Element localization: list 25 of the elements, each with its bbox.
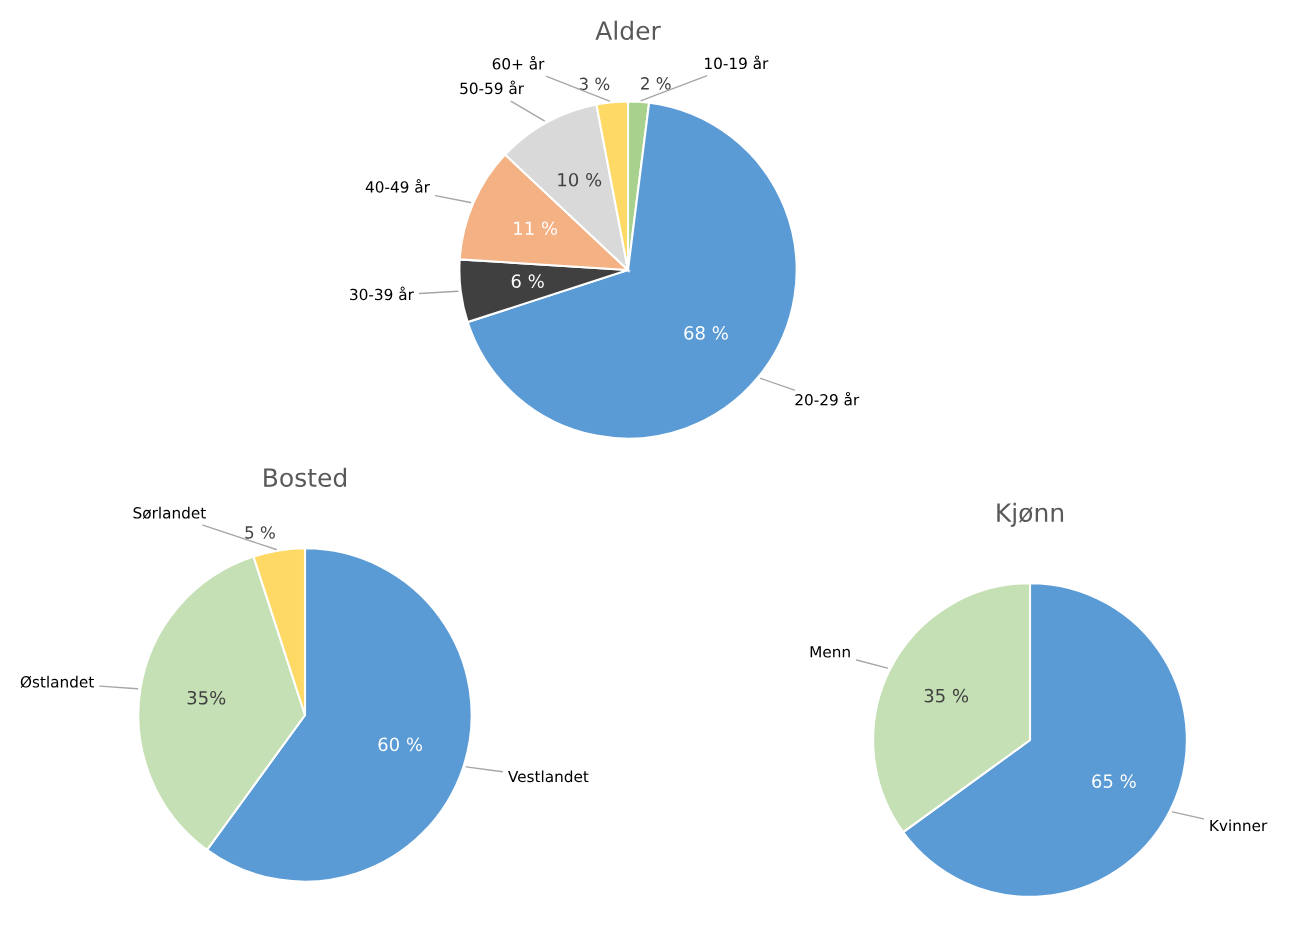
data-label: 35 %	[924, 688, 969, 703]
slice-label: 50-59 år	[460, 80, 525, 95]
data-label: 10 %	[558, 172, 602, 187]
slice-label: Vestlandet	[508, 770, 589, 783]
chart-title: Alder	[595, 20, 661, 41]
data-label: 11 %	[514, 221, 558, 236]
data-label: 35%	[187, 690, 226, 705]
chart-title: Bosted	[264, 467, 346, 488]
slice-label: Sørlandet	[133, 506, 206, 520]
slice-label: Menn	[810, 646, 850, 658]
data-label: 60 %	[378, 737, 423, 752]
data-label: 65 %	[1092, 774, 1136, 788]
data-label: 5 %	[245, 526, 275, 539]
slice-label: 40-49 år	[365, 179, 430, 193]
slice-label: Kvinner	[1210, 819, 1268, 832]
data-label: 6 %	[511, 274, 544, 288]
slice-label: 20-29 år	[795, 391, 860, 406]
data-label: 68 %	[684, 326, 728, 340]
slice-label: Østlandet	[20, 675, 94, 688]
slice-label: 30-39 år	[350, 286, 414, 301]
data-label: 3 %	[579, 77, 610, 91]
slice-label: 10-19 år	[705, 55, 769, 70]
slice-label: 60+ år	[492, 55, 545, 70]
chart-title: Kjønn	[997, 502, 1064, 527]
data-label: 2 %	[641, 77, 671, 90]
